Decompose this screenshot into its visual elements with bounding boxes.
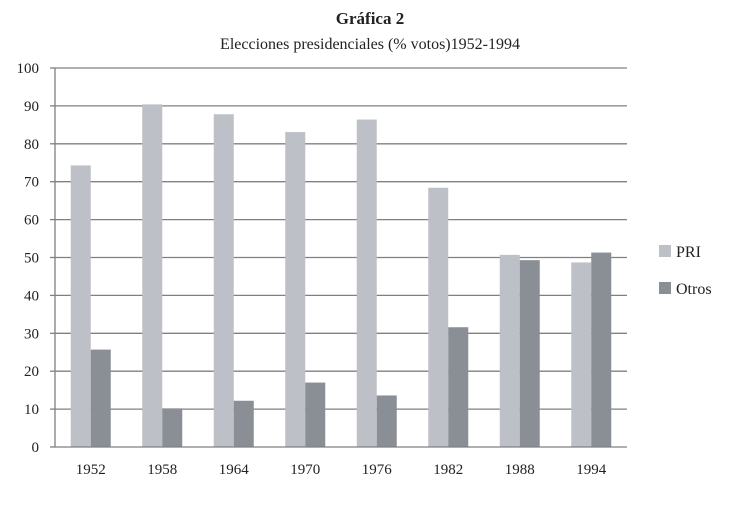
y-tick-label: 70 xyxy=(24,175,39,191)
bar-pri-1988 xyxy=(499,254,520,447)
y-tick-label: 90 xyxy=(24,99,39,115)
y-tick-label: 30 xyxy=(24,326,39,342)
x-tick-label: 1958 xyxy=(147,462,177,478)
bar-otros-1982 xyxy=(448,327,469,447)
legend-label-pri: PRI xyxy=(676,244,701,261)
bar-pri-1952 xyxy=(70,165,91,447)
bar-otros-1964 xyxy=(233,400,254,447)
gridlines xyxy=(55,67,627,410)
bar-otros-1994 xyxy=(591,252,612,447)
y-tick-label: 80 xyxy=(24,137,39,153)
y-tick-label: 10 xyxy=(24,402,39,418)
bar-pri-1976 xyxy=(356,119,377,447)
y-tick-label: 100 xyxy=(17,61,40,77)
legend-swatch-otros xyxy=(659,282,671,294)
bar-otros-1952 xyxy=(90,349,111,447)
y-tick-label: 40 xyxy=(24,288,39,304)
bar-pri-1994 xyxy=(571,262,592,447)
y-tick-label: 60 xyxy=(24,213,39,229)
x-tick-label: 1976 xyxy=(362,462,393,478)
bar-otros-1976 xyxy=(376,395,397,447)
bar-pri-1970 xyxy=(285,132,306,447)
y-tick-label: 0 xyxy=(32,440,40,456)
chart-subtitle: Elecciones presidenciales (% votos)1952-… xyxy=(220,36,520,53)
x-tick-label: 1964 xyxy=(219,462,250,478)
axes xyxy=(54,68,627,448)
x-tick-label: 1952 xyxy=(76,462,106,478)
x-tick-label: 1994 xyxy=(576,462,607,478)
x-tick-label: 1988 xyxy=(505,462,535,478)
bar-pri-1958 xyxy=(142,104,163,447)
x-tick-label: 1970 xyxy=(290,462,320,478)
bar-otros-1970 xyxy=(305,382,326,447)
bar-pri-1982 xyxy=(428,187,449,448)
y-tick-label: 50 xyxy=(24,251,39,267)
y-axis-ticks: 0 10 20 30 40 50 60 70 80 90 100 xyxy=(17,61,55,456)
y-tick-label: 20 xyxy=(24,364,39,380)
bar-otros-1988 xyxy=(519,260,540,447)
legend-label-otros: Otros xyxy=(676,281,712,298)
x-tick-label: 1982 xyxy=(433,462,463,478)
chart-title: Gráfica 2 xyxy=(336,9,404,28)
bar-otros-1958 xyxy=(162,408,183,447)
legend-swatch-pri xyxy=(659,245,671,257)
x-axis-ticks: 1952 1958 1964 1970 1976 1982 1988 1994 xyxy=(76,462,607,478)
legend: PRI Otros xyxy=(659,244,712,298)
bars xyxy=(70,104,612,448)
bar-pri-1964 xyxy=(213,114,234,447)
